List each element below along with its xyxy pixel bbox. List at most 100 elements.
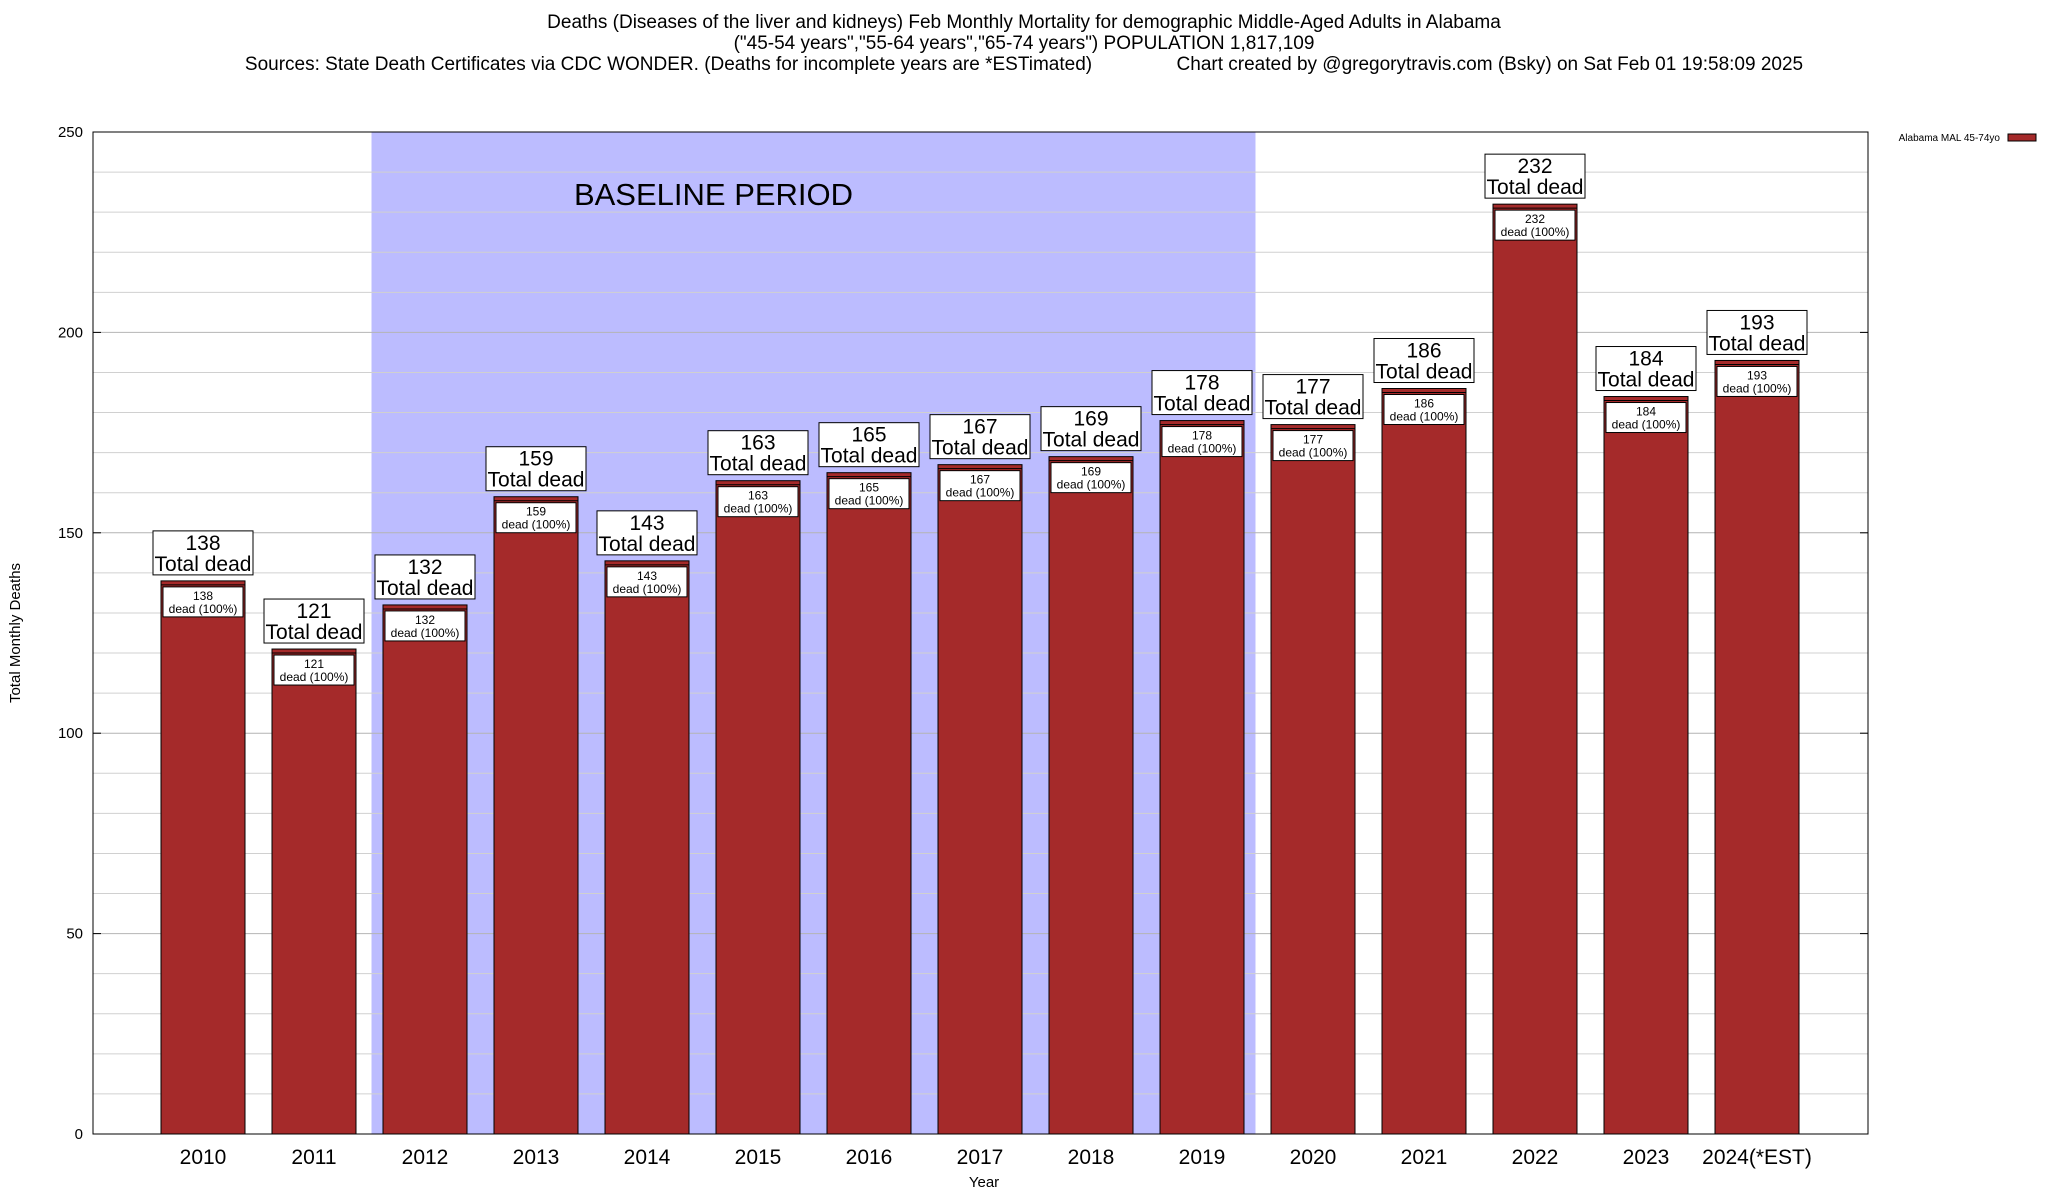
bar-inner-percent-label: dead (100%)	[1501, 225, 1570, 239]
bar-top-value-label: 186	[1406, 340, 1441, 363]
x-tick-label: 2018	[1068, 1146, 1115, 1169]
bar	[715, 480, 801, 1135]
bar-inner-percent-label: dead (100%)	[169, 602, 238, 616]
bar-inner-value-label: 167	[970, 473, 990, 487]
y-tick-label: 150	[58, 525, 83, 542]
bar-inner-value-label: 159	[526, 505, 546, 519]
bar-inner-label-box	[162, 586, 244, 618]
bar-top-total-label: Total dead	[1154, 393, 1251, 416]
bar	[382, 604, 468, 1135]
bar-inner-percent-label: dead (100%)	[502, 518, 571, 532]
bar-inner-percent-label: dead (100%)	[1723, 381, 1792, 395]
bar	[1159, 420, 1245, 1135]
bar-top-value-label: 163	[740, 432, 775, 455]
bar-top-label-box	[1595, 346, 1697, 392]
bar-top-total-label: Total dead	[1376, 361, 1473, 384]
bar-top-label-box	[929, 414, 1031, 460]
bar-top-total-label: Total dead	[488, 469, 585, 492]
bar-top-value-label: 232	[1517, 155, 1552, 178]
bar-inner-value-label: 193	[1747, 368, 1767, 382]
bar-inner-value-label: 169	[1081, 465, 1101, 479]
y-tick-label: 100	[58, 725, 83, 742]
bar-inner-label-box	[828, 478, 910, 510]
bar-top-total-label: Total dead	[377, 577, 474, 600]
bar-top-value-label: 169	[1073, 408, 1108, 431]
bar-inner-label-box	[1161, 426, 1243, 458]
bar-top-value-label: 177	[1295, 376, 1330, 399]
bar-inner-value-label: 184	[1636, 405, 1656, 419]
bar-top-total-label: Total dead	[599, 533, 696, 556]
title-line-1: Deaths (Diseases of the liver and kidney…	[547, 12, 1501, 33]
bar-top-total-label: Total dead	[155, 553, 252, 576]
bar-inner-percent-label: dead (100%)	[1279, 446, 1348, 460]
bar-inner-label-box	[384, 610, 466, 642]
bar-top-value-label: 121	[296, 600, 331, 623]
bar-top-label-box	[707, 430, 809, 476]
bar-top-total-label: Total dead	[1598, 369, 1695, 392]
bar	[1048, 456, 1134, 1135]
bar-top-label-box	[1706, 309, 1808, 355]
bar-top-label-box	[1373, 338, 1475, 384]
x-tick-label: 2011	[291, 1146, 336, 1169]
bar-inner-label-box	[1716, 365, 1798, 397]
bar-top-label-box	[1040, 406, 1142, 452]
y-tick-label: 200	[58, 324, 83, 341]
x-tick-label: 2010	[180, 1146, 227, 1169]
bar	[1714, 359, 1800, 1135]
bar-top-total-label: Total dead	[266, 621, 363, 644]
bar-top-value-label: 159	[518, 448, 553, 471]
bar-top-total-label: Total dead	[710, 453, 807, 476]
bar	[271, 648, 357, 1135]
x-tick-label: 2019	[1179, 1146, 1226, 1169]
bar-inner-label-box	[273, 654, 355, 686]
bar-top-label-box	[1262, 374, 1364, 420]
bar-inner-value-label: 177	[1303, 433, 1323, 447]
bar	[937, 464, 1023, 1135]
bar-top-value-label: 167	[962, 416, 997, 439]
bar-inner-value-label: 232	[1525, 212, 1545, 226]
bar-top-value-label: 178	[1184, 372, 1219, 395]
x-tick-label: 2021	[1401, 1146, 1448, 1169]
bar-top-label-box	[818, 422, 920, 468]
bar-top-label-box	[152, 530, 254, 576]
bar-top-label-box	[1151, 370, 1253, 416]
bar-inner-value-label: 121	[304, 657, 324, 671]
bar-inner-percent-label: dead (100%)	[835, 494, 904, 508]
y-tick-label: 50	[66, 926, 83, 943]
bar-top-value-label: 138	[185, 532, 220, 555]
bar-inner-value-label: 186	[1414, 397, 1434, 411]
bar	[1492, 203, 1578, 1135]
bar-top-label-box	[485, 446, 587, 492]
bar-inner-label-box	[717, 486, 799, 518]
bar-inner-percent-label: dead (100%)	[946, 486, 1015, 500]
bar-top-total-label: Total dead	[1487, 176, 1584, 199]
title-line-2: ("45-54 years","55-64 years","65-74 year…	[733, 33, 1315, 54]
x-tick-label: 2020	[1290, 1146, 1337, 1169]
bar-top-total-label: Total dead	[932, 437, 1029, 460]
bar-inner-percent-label: dead (100%)	[613, 582, 682, 596]
bar-inner-label-box	[1050, 462, 1132, 494]
bar-inner-percent-label: dead (100%)	[724, 502, 793, 516]
bar	[1270, 424, 1356, 1135]
bar-inner-percent-label: dead (100%)	[1168, 442, 1237, 456]
bar-inner-label-box	[1272, 430, 1354, 462]
x-tick-label: 2016	[846, 1146, 893, 1169]
bar-inner-value-label: 165	[859, 481, 879, 495]
bar-top-total-label: Total dead	[1709, 332, 1806, 355]
bar	[1603, 396, 1689, 1135]
bar-inner-percent-label: dead (100%)	[1390, 410, 1459, 424]
x-tick-label: 2013	[513, 1146, 560, 1169]
x-tick-label: 2014	[624, 1146, 671, 1169]
bar-inner-label-box	[939, 470, 1021, 502]
x-tick-label: 2022	[1512, 1146, 1559, 1169]
bar-top-value-label: 132	[407, 556, 442, 579]
x-tick-label: 2017	[957, 1146, 1004, 1169]
bar-top-total-label: Total dead	[821, 445, 918, 468]
bar	[604, 560, 690, 1135]
title-line-3: Sources: State Death Certificates via CD…	[244, 54, 1804, 75]
x-tick-label: 2023	[1623, 1146, 1670, 1169]
bar-inner-label-box	[1383, 394, 1465, 426]
bar-top-label-box	[374, 554, 476, 600]
bar-top-label-box	[596, 510, 698, 556]
